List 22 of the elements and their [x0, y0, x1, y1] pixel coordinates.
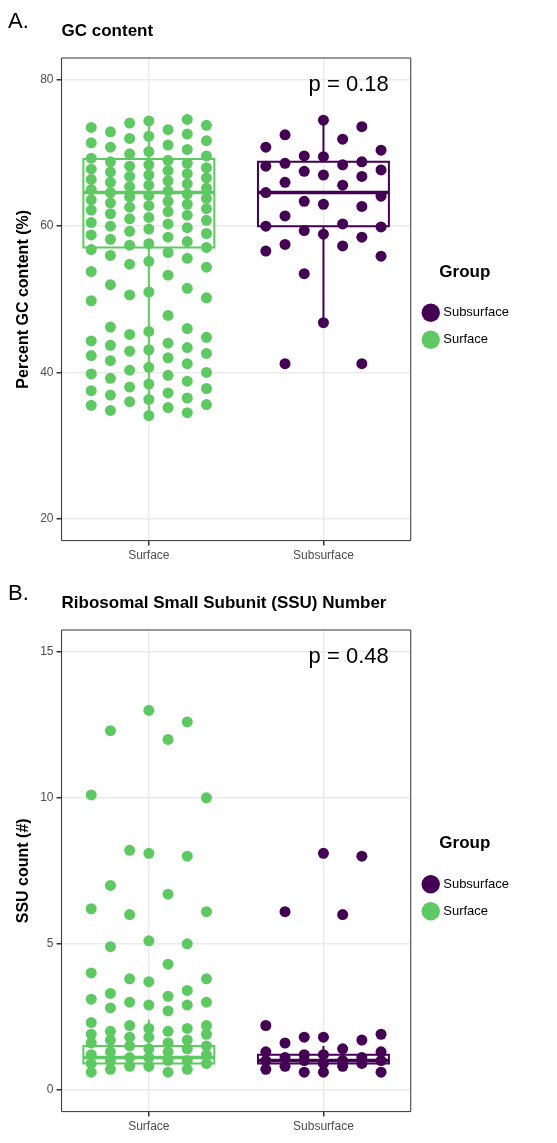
y-tick-label: 15: [40, 644, 54, 659]
y-tick-label: 0: [46, 1082, 54, 1097]
annotation: p = 0.18: [308, 71, 389, 96]
y-tick-label: 20: [40, 510, 54, 525]
y-tick-label: 60: [40, 218, 54, 233]
legend-label: Surface: [443, 902, 489, 918]
y-tick-label: 10: [40, 790, 54, 805]
legend-title: Group: [439, 833, 491, 853]
y-tick-label: 5: [46, 936, 54, 951]
text: A.: [8, 8, 29, 33]
y-tick-label: 40: [40, 364, 54, 379]
y-axis-title: SSU count (#): [14, 818, 32, 924]
chart-title: Ribosomal Small Subunit (SSU) Number: [61, 593, 387, 612]
chart-title: GC content: [61, 21, 154, 40]
text: B.: [8, 580, 29, 605]
annotation: p = 0.48: [308, 643, 389, 668]
legend-label: Subsurface: [443, 304, 509, 320]
legend-title: Group: [439, 261, 491, 281]
legend-label: Subsurface: [443, 875, 509, 891]
y-tick-label: 80: [40, 72, 54, 87]
legend-label: Surface: [443, 331, 489, 347]
y-axis-title: Percent GC content (%): [14, 209, 32, 389]
